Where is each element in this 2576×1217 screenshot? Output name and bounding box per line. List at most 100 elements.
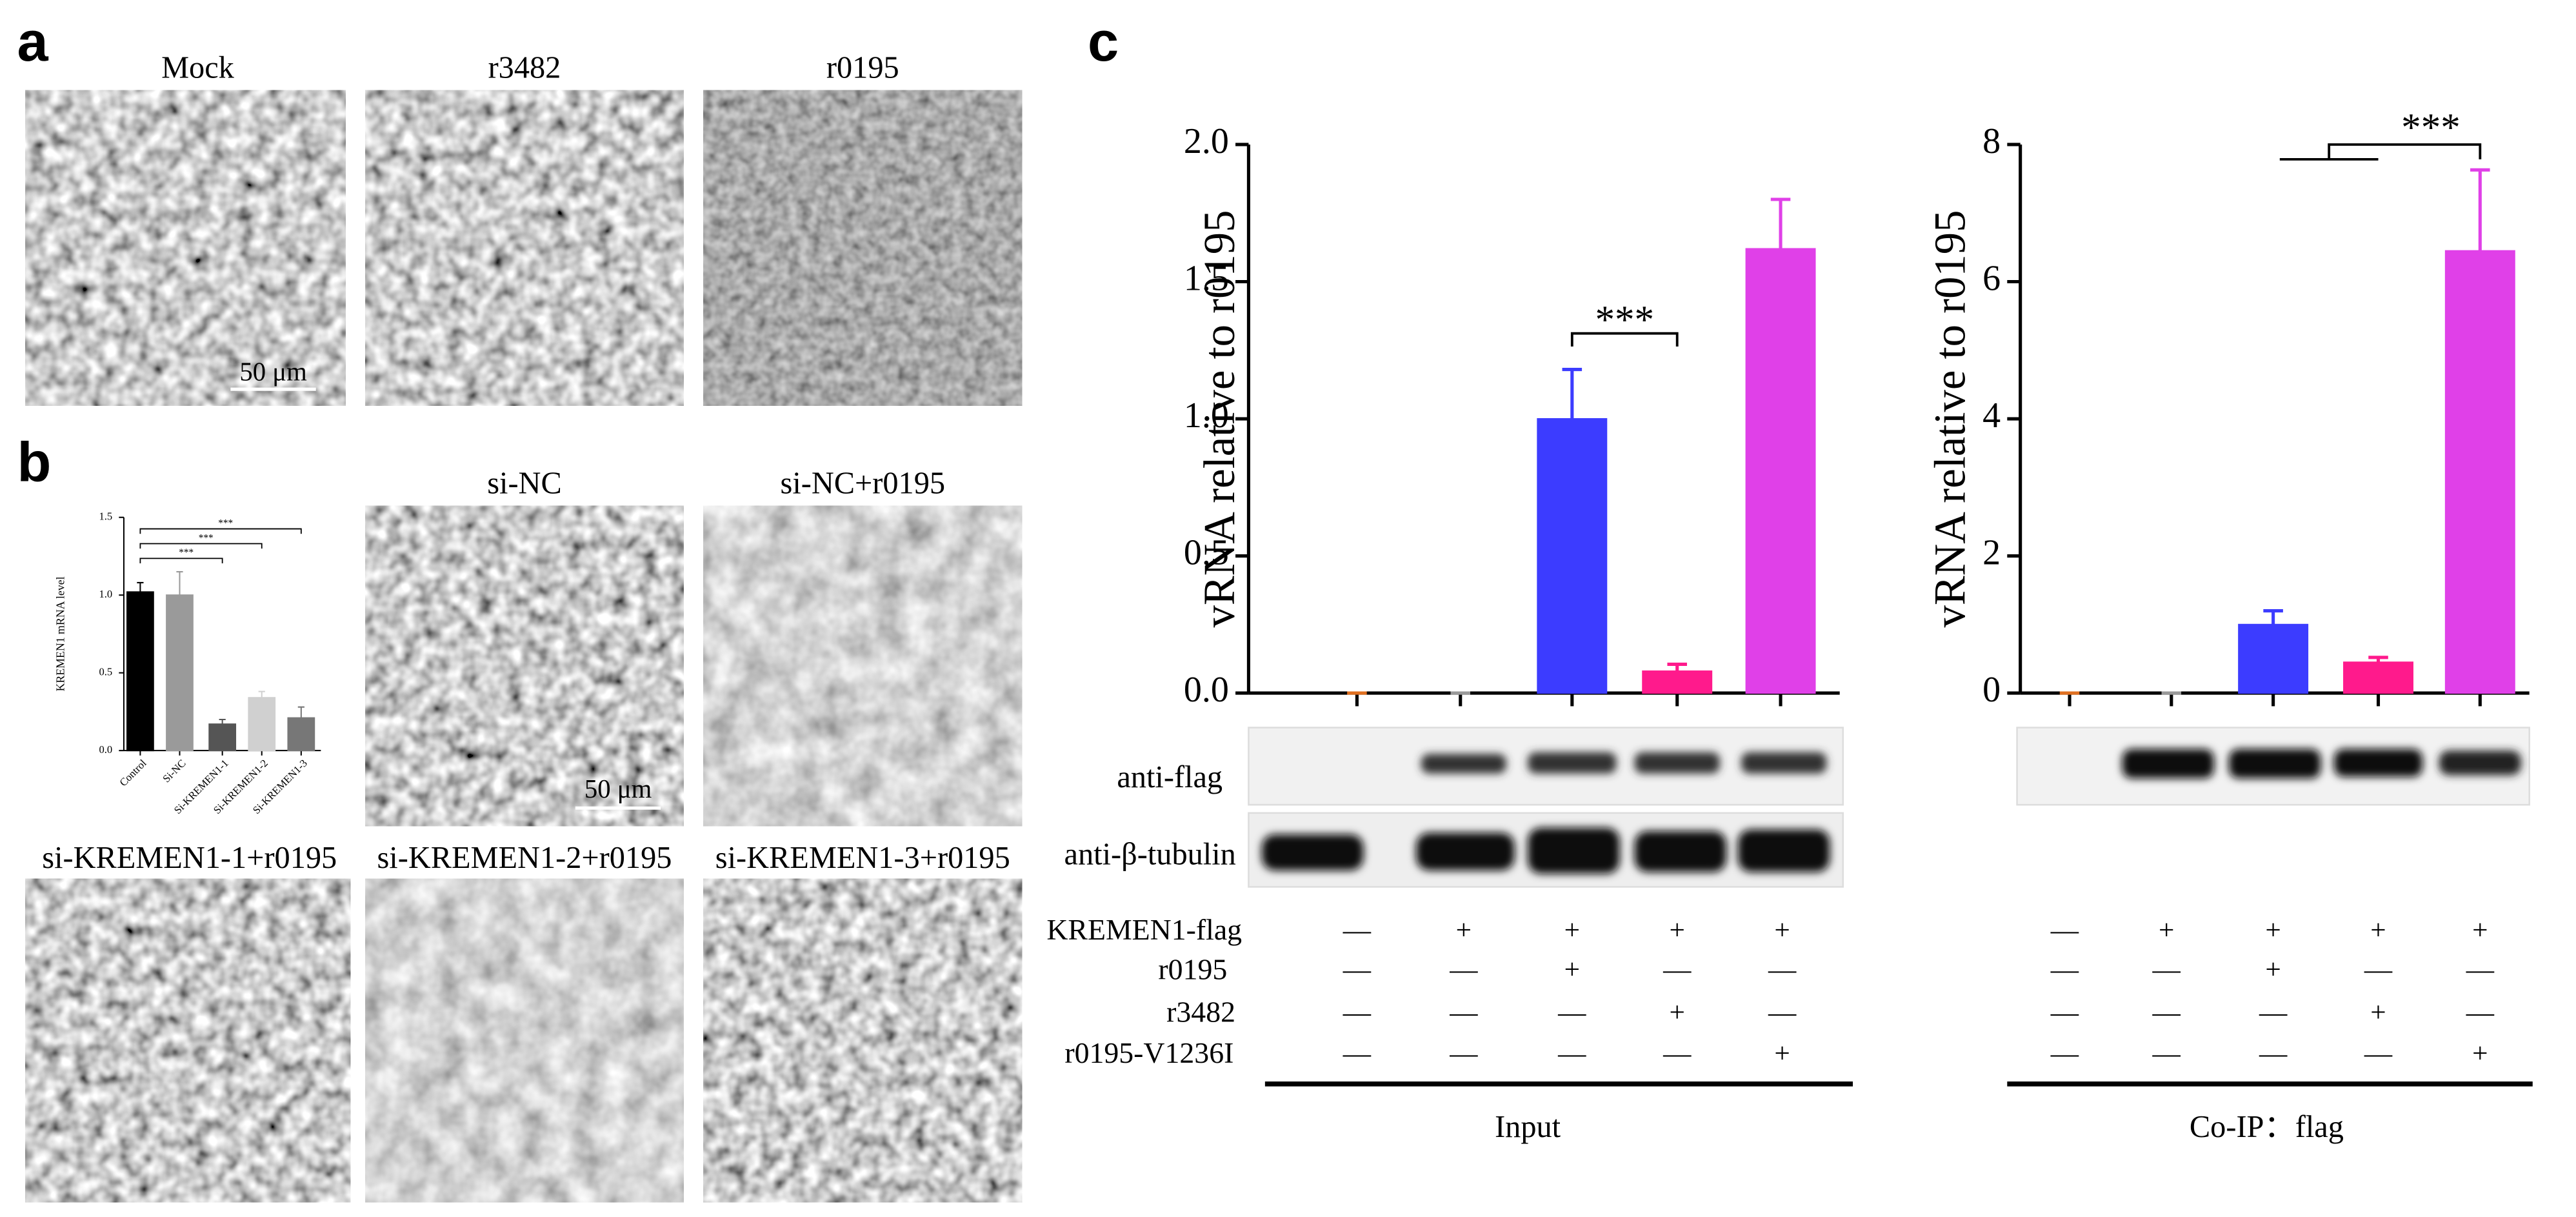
scale-bar-label: 50 μm [584, 774, 652, 803]
significance: *** [179, 547, 194, 558]
y-tick-label: 2 [1982, 532, 2001, 572]
blot-label: anti-flag [1117, 760, 1223, 794]
micrograph [25, 90, 346, 406]
treatment-sign: + [2265, 954, 2281, 985]
y-tick-label: 1.5 [1184, 258, 1229, 298]
band [1528, 827, 1620, 874]
image-title: r3482 [488, 51, 561, 85]
treatment-sign: — [1343, 1038, 1372, 1069]
treatment-sign: + [1774, 915, 1790, 946]
significance: *** [199, 532, 214, 543]
treatment-sign: — [1768, 954, 1797, 985]
treatment-sign: — [2364, 954, 2393, 985]
x-tick-label: Control [117, 757, 148, 789]
bar [248, 697, 276, 752]
blot-label: anti-β-tubulin [1064, 838, 1236, 872]
treatment-sign: — [2050, 1038, 2079, 1069]
bar [166, 594, 194, 752]
treatment-label: r0195-V1236I [1064, 1036, 1233, 1069]
treatment-sign: — [1557, 997, 1586, 1028]
bar [2238, 623, 2309, 694]
bar [1642, 670, 1713, 694]
blot-bands [1261, 749, 2521, 874]
treatment-label: KREMEN1-flag [1046, 913, 1242, 946]
treatment-sign: — [2466, 954, 2495, 985]
micrograph [365, 90, 684, 406]
significance-bracket [139, 558, 223, 564]
treatment-sign: — [1768, 997, 1797, 1028]
treatment-sign: — [2152, 954, 2181, 985]
y-tick-label: 1.0 [1184, 396, 1229, 436]
significance: *** [218, 518, 233, 528]
panel-label: a [17, 11, 49, 73]
treatment-sign: + [2370, 997, 2386, 1028]
significance: *** [2401, 106, 2461, 150]
y-tick-label: 6 [1982, 258, 2001, 298]
band [2333, 749, 2423, 777]
treatment-sign: — [1449, 954, 1478, 985]
image-title: r0195 [826, 51, 899, 85]
error-bar [297, 706, 305, 718]
treatment-sign: — [1343, 954, 1372, 985]
treatment-sign: + [1564, 915, 1580, 946]
y-tick-label: 0.0 [1184, 670, 1229, 710]
micrograph [703, 90, 1023, 406]
significance: *** [1595, 298, 1654, 341]
treatment-sign: — [1662, 954, 1692, 985]
group-label: Input [1495, 1110, 1561, 1144]
treatment-label: r0195 [1158, 952, 1227, 985]
error-bar [176, 571, 183, 596]
treatment-label: r3482 [1166, 995, 1235, 1028]
band [2228, 749, 2321, 779]
y-tick-label: 8 [1982, 121, 2001, 161]
scale-bar-label: 50 μm [239, 357, 307, 387]
y-tick-label: 0.5 [99, 665, 112, 678]
group-label: Co-IP：flag [2190, 1110, 2344, 1144]
treatment-sign: — [2364, 1038, 2393, 1069]
y-axis-label: vRNA relative to r0195 [1926, 210, 1975, 628]
y-tick-label: 0.5 [1184, 532, 1229, 572]
error-bar [1770, 197, 1791, 249]
significance-bracket [1570, 332, 1679, 347]
band [1737, 829, 1830, 872]
y-tick-label: 1.0 [99, 588, 112, 600]
band [1634, 830, 1727, 872]
treatment-sign: + [2370, 915, 2386, 946]
treatment-sign: + [1670, 915, 1685, 946]
treatment-sign: — [1449, 1038, 1478, 1069]
band [2439, 750, 2521, 776]
error-bar [1562, 367, 1583, 419]
treatment-sign: — [2050, 997, 2079, 1028]
error-bar [219, 718, 226, 725]
bar [208, 723, 237, 752]
bar [1537, 418, 1608, 694]
error-bar [137, 581, 144, 592]
treatment-sign: — [1343, 915, 1372, 946]
image-title: si-KREMEN1-1+r0195 [42, 841, 337, 875]
band [1421, 754, 1507, 774]
y-tick-label: 0.0 [99, 743, 112, 756]
panel-label: b [17, 432, 52, 494]
micrograph [25, 878, 351, 1203]
band [1634, 752, 1720, 774]
error-bar [258, 690, 265, 698]
image-title: Mock [161, 51, 235, 85]
treatment-sign: + [2265, 915, 2281, 946]
y-axis-label: vRNA relative to r0195 [1195, 210, 1244, 628]
y-tick-label: 4 [1982, 396, 2001, 436]
bar [2444, 250, 2515, 694]
treatment-sign: + [1456, 915, 1472, 946]
micrograph [703, 878, 1023, 1203]
treatment-sign: — [2466, 997, 2495, 1028]
bar [287, 717, 315, 752]
bar [2343, 661, 2413, 694]
micrograph [703, 505, 1023, 827]
treatment-sign: + [1774, 1038, 1790, 1069]
treatment-sign: — [1343, 997, 1372, 1028]
treatment-sign: — [2259, 1038, 2288, 1069]
treatment-sign: — [2152, 1038, 2181, 1069]
error-bar [2263, 609, 2283, 625]
error-bar [2470, 168, 2490, 251]
treatment-sign: — [2050, 915, 2079, 946]
